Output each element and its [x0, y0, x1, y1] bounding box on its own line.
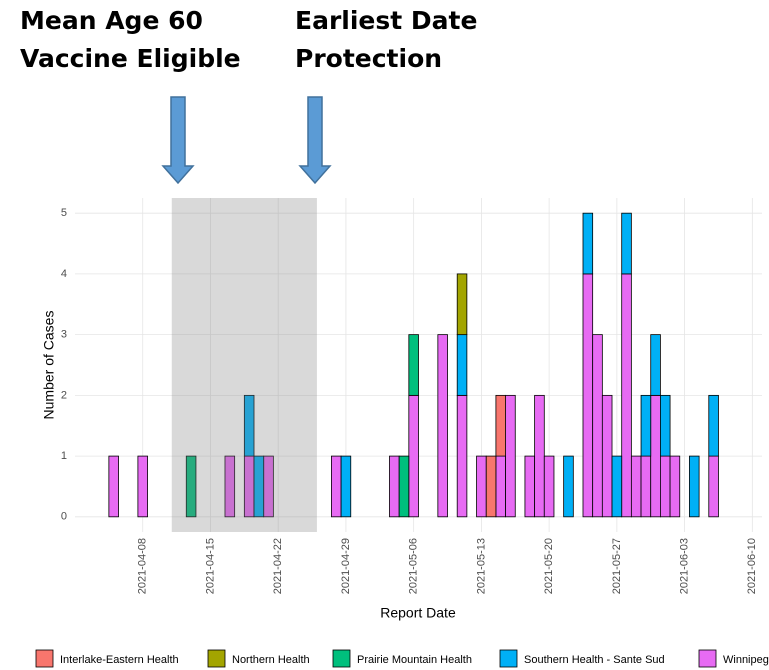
bar	[650, 334, 661, 396]
bar	[630, 455, 642, 518]
bar	[456, 273, 468, 336]
bar	[389, 455, 400, 518]
bar	[331, 455, 342, 518]
bar	[456, 394, 468, 518]
bar	[708, 455, 719, 518]
bar	[708, 394, 719, 457]
legend-key	[332, 649, 351, 668]
legend-key	[499, 649, 518, 668]
x-tick-label: 2021-04-22	[272, 538, 284, 594]
bar	[640, 394, 652, 457]
bar	[611, 455, 623, 518]
annotation: Earliest Date	[295, 6, 477, 35]
bar	[456, 334, 468, 396]
bar	[137, 455, 148, 518]
bar	[582, 212, 594, 275]
y-tick-label: 1	[61, 450, 67, 462]
bar	[505, 394, 516, 518]
bar	[398, 455, 410, 518]
bar	[340, 455, 352, 518]
y-axis-title: Number of Cases	[41, 311, 57, 420]
legend-label: Northern Health	[232, 654, 310, 666]
bar	[485, 455, 497, 518]
bar	[660, 394, 671, 457]
bar	[408, 334, 419, 396]
x-tick-label: 2021-04-15	[204, 538, 216, 594]
x-tick-label: 2021-05-06	[408, 538, 420, 594]
y-tick-label: 4	[61, 268, 67, 280]
bar	[640, 455, 652, 518]
x-axis-title: Report Date	[380, 605, 456, 621]
annotation: Vaccine Eligible	[20, 44, 241, 73]
bar	[408, 394, 419, 518]
legend-key	[207, 649, 226, 668]
y-tick-label: 2	[61, 389, 67, 401]
bar	[669, 455, 681, 518]
bar	[601, 394, 613, 518]
y-tick-label: 5	[61, 207, 67, 219]
bar	[437, 334, 448, 518]
bar	[563, 455, 574, 518]
arrow	[298, 96, 332, 185]
bar	[495, 394, 506, 457]
legend-label: Interlake-Eastern Health	[60, 654, 179, 666]
bar	[582, 273, 594, 518]
x-tick-label: 2021-06-10	[746, 538, 758, 594]
legend-label: Winnipeg	[723, 654, 769, 666]
x-tick-label: 2021-04-29	[340, 538, 352, 594]
annotation: Protection	[295, 44, 442, 73]
bar	[621, 212, 632, 275]
legend-key	[35, 649, 54, 668]
x-tick-label: 2021-05-20	[543, 538, 555, 594]
legend-label: Southern Health - Sante Sud	[524, 654, 665, 666]
x-tick-label: 2021-05-27	[611, 538, 623, 594]
legend-label: Prairie Mountain Health	[357, 654, 472, 666]
bar	[534, 394, 545, 518]
x-tick-label: 2021-06-03	[678, 538, 690, 594]
bar	[108, 455, 119, 518]
bar	[224, 455, 236, 518]
x-tick-label: 2021-04-08	[137, 538, 149, 594]
bar	[524, 455, 536, 518]
bar	[476, 455, 487, 518]
bar	[185, 455, 197, 518]
annotation: Mean Age 60	[20, 6, 203, 35]
shaded-period	[171, 198, 317, 532]
bar	[495, 455, 506, 518]
y-tick-label: 3	[61, 329, 67, 341]
bar	[592, 334, 603, 518]
bar	[243, 394, 255, 457]
x-tick-label: 2021-05-13	[475, 538, 487, 594]
bar	[660, 455, 671, 518]
arrow	[161, 96, 195, 185]
y-tick-label: 0	[61, 511, 67, 523]
bar	[689, 455, 700, 518]
bar	[621, 273, 632, 518]
bar	[650, 394, 661, 518]
bar	[543, 455, 555, 518]
legend-key	[698, 649, 717, 668]
bar	[253, 455, 265, 518]
